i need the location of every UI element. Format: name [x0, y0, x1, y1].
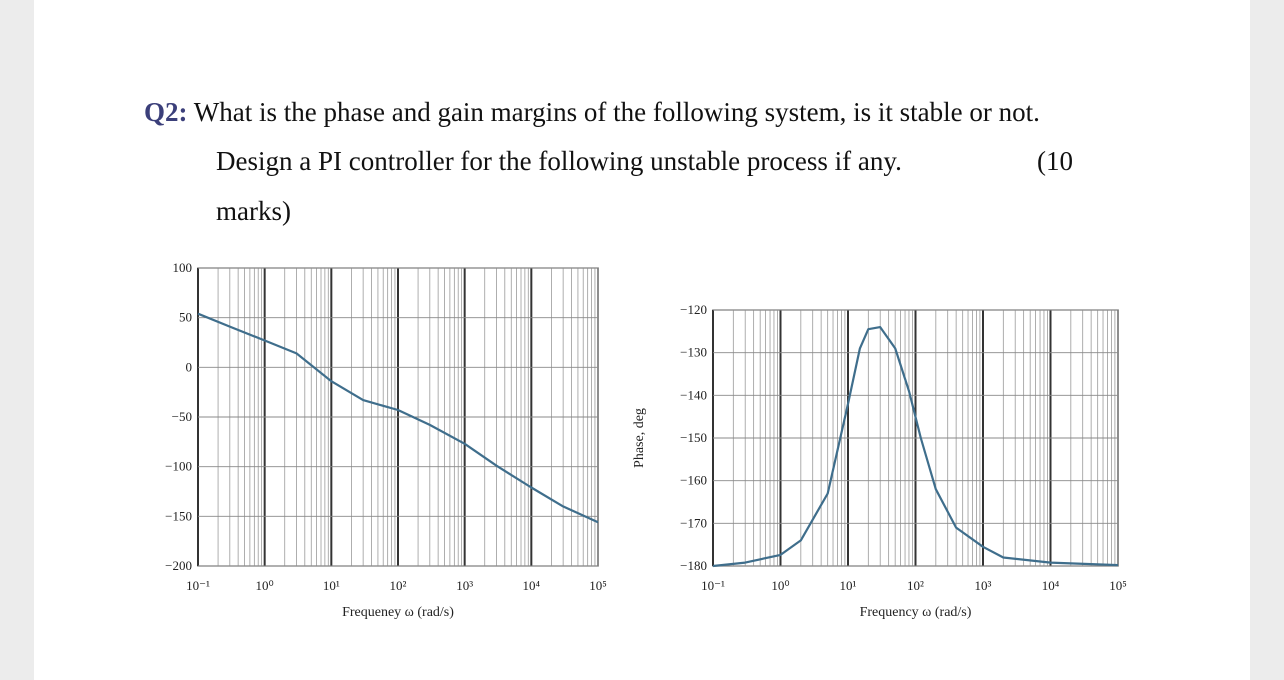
chart1-x-tick-label: 10⁰ [256, 578, 274, 593]
chart1-y-tick-label: 0 [186, 359, 193, 374]
chart1-y-tick-label: 50 [179, 310, 192, 325]
chart1-x-tick-label: 10⁵ [589, 578, 607, 593]
question-line-3: marks) [216, 196, 291, 226]
chart2-x-tick-label: 10² [907, 578, 924, 593]
chart2-y-tick-label: −150 [680, 430, 707, 445]
chart1-y-tick-label: 100 [173, 260, 193, 275]
marks-open: (10 [1037, 146, 1073, 176]
question-line-2: Design a PI controller for the following… [216, 146, 902, 176]
chart2-y-axis-label: Phase, deg [632, 408, 647, 468]
chart1-x-tick-label: 10⁴ [523, 578, 541, 593]
chart2-x-tick-label: 10⁻¹ [701, 578, 725, 593]
chart1-x-tick-label: 10¹ [323, 578, 340, 593]
question-number: Q2: [144, 97, 188, 127]
chart2-x-tick-label: 10⁴ [1042, 578, 1060, 593]
chart1-x-axis-label: Frequeney ω (rad/s) [342, 605, 454, 620]
chart1-series-line [197, 312, 599, 524]
chart1-y-tick-label: −200 [165, 558, 192, 573]
chart2-y-tick-label: −180 [680, 558, 707, 573]
chart2-y-tick-label: −160 [680, 473, 707, 488]
chart2-y-tick-label: −140 [680, 387, 707, 402]
chart2-x-tick-label: 10¹ [840, 578, 857, 593]
chart2-y-tick-label: −120 [680, 302, 707, 317]
chart1-x-tick-label: 10² [390, 578, 407, 593]
chart2-series-line [712, 326, 1119, 568]
chart2-x-tick-label: 10³ [975, 578, 992, 593]
chart1-y-tick-label: −150 [165, 508, 192, 523]
chart1-y-tick-label: −100 [165, 459, 192, 474]
chart2-y-tick-label: −130 [680, 345, 707, 360]
chart2-x-tick-label: 10⁰ [771, 578, 789, 593]
chart1-x-tick-label: 10⁻¹ [186, 578, 210, 593]
chart1-x-tick-label: 10³ [456, 578, 473, 593]
question-line-1: Q2: What is the phase and gain margins o… [144, 97, 1040, 128]
question-text-1: What is the phase and gain margins of th… [193, 97, 1040, 127]
chart2-x-axis-label: Frequency ω (rad/s) [860, 605, 972, 620]
chart2-x-tick-label: 10⁵ [1109, 578, 1127, 593]
chart2-y-tick-label: −170 [680, 515, 707, 530]
chart1-y-tick-label: −50 [172, 409, 192, 424]
